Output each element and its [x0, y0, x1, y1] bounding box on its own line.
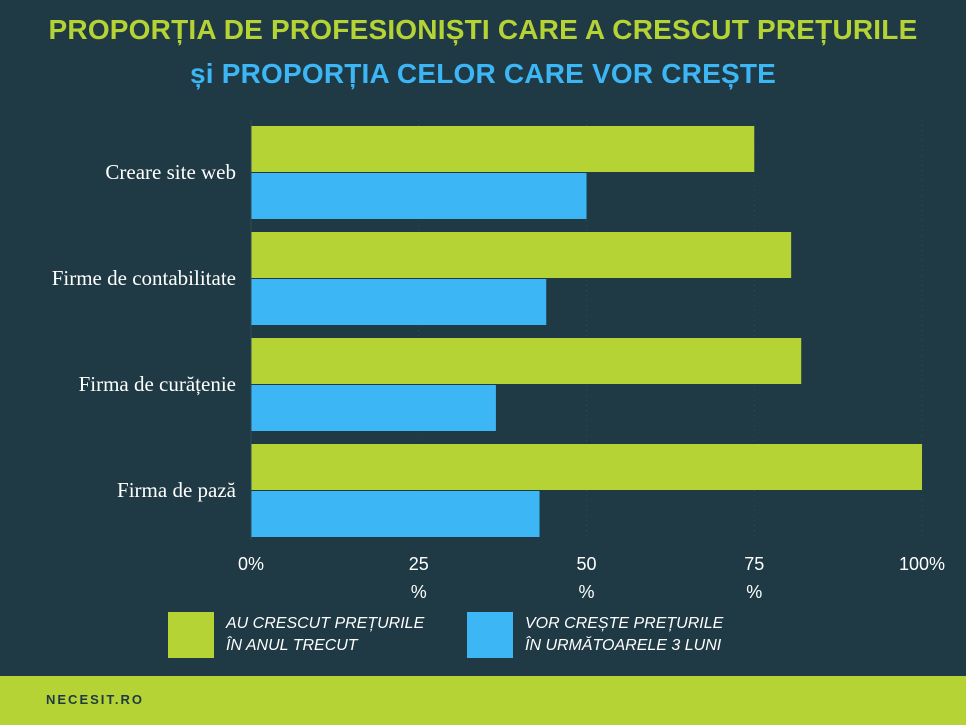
tick-label-25: 25	[409, 554, 429, 574]
bar-chart: Creare site web Firme de contabilitate Fir…	[52, 120, 945, 602]
legend-swatch-blue	[467, 612, 513, 658]
title-line-2: și PROPORȚIA CELOR CARE VOR CREȘTE	[189, 58, 777, 89]
bar-green-3	[251, 444, 922, 490]
tick-label-100: 100%	[899, 554, 945, 574]
legend-label-blue-line1: VOR CREȘTE PREȚURILE	[525, 615, 724, 632]
tick-label-50-unit: %	[578, 582, 594, 602]
footer-bar: NECESIT.RO	[0, 676, 966, 725]
bar-green-1	[251, 232, 792, 278]
bar-blue-0	[251, 173, 587, 219]
category-label-1: Firme de contabilitate	[52, 266, 236, 290]
chart-title: PROPORȚIA DE PROFESIONIȘTI CARE A CRESCU…	[0, 8, 966, 96]
footer-brand: NECESIT.RO	[46, 692, 145, 707]
category-label-2: Firma de curățenie	[79, 372, 236, 396]
legend-item-blue: VOR CREȘTE PREȚURILE ÎN URMĂTOARELE 3 LU…	[467, 612, 723, 658]
category-label-0: Creare site web	[105, 160, 236, 184]
legend-label-green-line2: ÎN ANUL TRECUT	[226, 637, 358, 654]
bar-green-2	[251, 338, 802, 384]
bar-blue-3	[251, 491, 540, 537]
tick-label-75: 75	[744, 554, 764, 574]
bar-blue-2	[251, 385, 496, 431]
bar-green-0	[251, 126, 755, 172]
tick-label-50: 50	[576, 554, 596, 574]
legend-label-green-line1: AU CRESCUT PREȚURILE	[226, 615, 425, 632]
bar-blue-1	[251, 279, 547, 325]
title-line-1: PROPORȚIA DE PROFESIONIȘTI CARE A CRESCU…	[48, 14, 918, 45]
tick-label-25-unit: %	[411, 582, 427, 602]
category-label-3: Firma de pază	[117, 478, 237, 502]
tick-label-0: 0%	[238, 554, 264, 574]
legend-swatch-green	[168, 612, 214, 658]
tick-label-75-unit: %	[746, 582, 762, 602]
legend-label-blue-line2: ÎN URMĂTOARELE 3 LUNI	[525, 637, 722, 654]
legend-item-green: AU CRESCUT PREȚURILE ÎN ANUL TRECUT	[168, 612, 424, 658]
